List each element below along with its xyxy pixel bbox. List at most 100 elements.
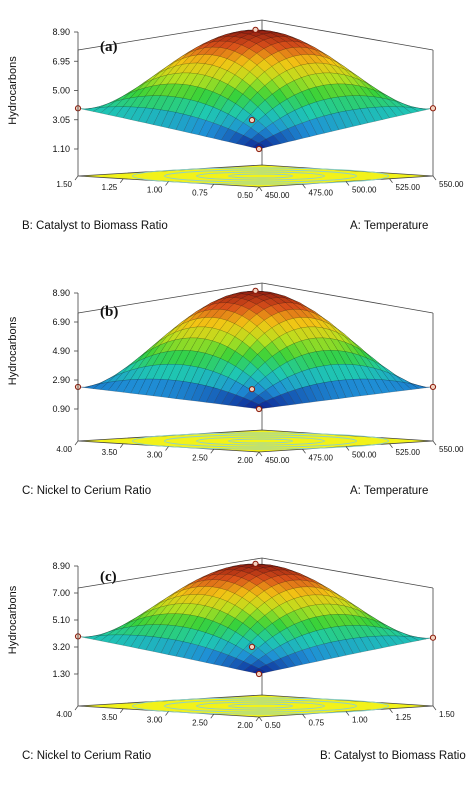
response-surface [77,29,434,150]
top-right-edge [261,19,434,51]
y-axis-label: C: Nickel to Cerium Ratio [22,750,151,762]
surface-cell [197,618,214,633]
design-point [252,287,259,294]
surface-cell [145,624,161,637]
surface-cell [367,378,383,395]
y-tick-label: 4.00 [56,445,72,454]
z-tick-label: 3.05 [52,115,70,125]
floor-contour-2 [164,434,357,448]
x-tick [345,711,350,716]
surface-cell [226,50,243,63]
surface-cell [248,43,265,54]
surface-cell [145,636,161,652]
surface-cell [352,637,369,653]
design-point [429,634,437,641]
surface-cell [241,590,258,603]
floor-contour-3 [132,432,389,450]
surface-cell [381,106,398,119]
surface-cell [250,621,266,636]
surface-cell [258,400,274,409]
surface-cell [338,379,354,398]
surface-cell [287,125,303,141]
x-tick-label: 550.00 [439,445,464,454]
design-point [255,405,263,413]
surface-cell [107,372,123,383]
surface-cell [189,576,204,585]
z-axis-label: Hydrocarbons [7,56,19,125]
x-tick [258,716,263,722]
surface-cell [138,378,154,396]
x-tick-label: 1.25 [396,713,412,722]
y-tick [210,714,215,719]
design-point [252,560,259,567]
surface-cell [228,131,244,144]
design-point [429,383,437,391]
surface-cell [250,92,266,108]
x-tick [432,440,437,446]
surface-cell [272,658,289,670]
surface-cell [314,580,330,590]
x-tick-label: 525.00 [396,448,421,457]
design-point [429,105,437,112]
y-tick [210,449,215,454]
z-tick-label: 8.90 [52,288,70,298]
surface-cell [329,588,345,599]
chart-panel-1: 0.90 2.90 4.90 6.90 8.90 Hydrocarbons (b) 2.00 2… [7,282,464,497]
surface-cell [130,635,146,649]
z-tick-label: 6.90 [52,317,70,327]
x-tick-label: 450.00 [265,191,290,200]
surface-cell [241,573,257,582]
surface-cell [345,109,361,127]
surface-cell [250,659,267,669]
surface-cell [122,368,139,381]
surface-cell [256,39,272,49]
chart-panel-2: 1.30 3.20 5.10 7.00 8.90 Hydrocarbons (c) 2.00 2… [7,557,466,762]
y-tick-label: 0.50 [237,191,253,200]
surface-cell [236,135,252,146]
y-tick [74,705,79,711]
surface-cell [322,320,338,333]
y-tick-label: 1.50 [56,180,72,189]
y-tick-label: 2.50 [192,718,208,727]
top-left-edge [77,19,263,51]
surface-cell [160,379,177,398]
y-tick-label: 2.50 [192,453,208,462]
x-tick-label: 550.00 [439,180,464,189]
surface-cell [183,643,199,660]
y-tick-label: 1.25 [102,183,118,192]
surface-cell [166,64,183,76]
x-tick [302,714,306,719]
surface-cell [314,582,330,592]
y-tick [165,711,169,716]
design-point [248,643,256,650]
surface-cell [388,380,405,392]
surface-cell [307,326,324,339]
response-surface [77,290,434,410]
x-axis-label: A: Temperature [350,485,428,497]
surface-cell [226,42,242,52]
panel-label: (a) [100,39,118,55]
x-tick [389,443,393,448]
surface-cell [272,131,289,144]
surface-cell [130,378,146,395]
x-tick-label: 525.00 [396,183,421,192]
surface-cell [307,47,324,57]
floor-contour-3 [132,697,389,715]
top-right-edge [261,282,434,314]
surface-cell [396,375,412,384]
y-tick-label: 1.00 [147,186,163,195]
surface-cell [181,49,197,60]
x-tick-label: 1.00 [352,716,368,725]
floor-contour-2 [164,169,357,183]
x-tick [345,181,350,186]
surface-cell [309,383,325,402]
surface-cell [329,590,345,601]
y-tick-label: 3.50 [102,713,118,722]
y-tick [255,186,260,192]
x-tick-label: 0.75 [309,718,325,727]
surface-cell [181,313,197,325]
top-left-edge [77,557,263,589]
surface-cell [270,36,287,43]
design-point [255,145,263,153]
